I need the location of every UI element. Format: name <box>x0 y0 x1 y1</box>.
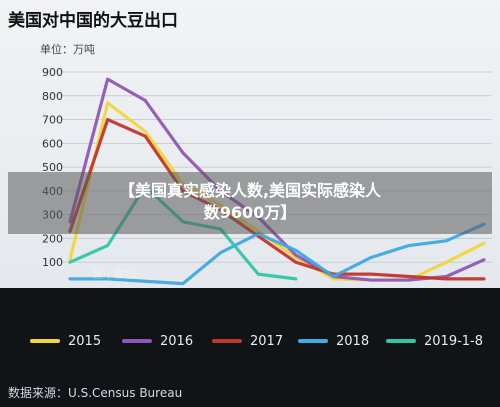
y-tick-label: 500 <box>42 161 63 174</box>
legend-label: 2018 <box>336 333 370 349</box>
legend-label: 2015 <box>68 333 102 349</box>
legend-swatch <box>386 339 416 343</box>
headline-overlay: 【美国真实感染人数,美国实际感染人 数9600万】 <box>8 172 492 234</box>
chart-title: 美国对中国的大豆出口 <box>8 11 178 31</box>
y-tick-label: 200 <box>42 232 63 245</box>
y-tick-label: 900 <box>42 66 63 79</box>
watermark: 第十数据 <box>92 268 136 281</box>
legend-swatch <box>122 339 152 343</box>
data-source-note: 数据来源：U.S.Census Bureau <box>8 386 183 400</box>
legend-label: 2017 <box>250 333 284 349</box>
overlay-line-2: 数9600万】 <box>203 203 297 222</box>
y-tick-label: 600 <box>42 137 63 150</box>
legend-item-2018: 2018 <box>298 330 369 352</box>
series-line-2018 <box>68 222 486 286</box>
legend-label: 2019-1-8 <box>424 333 484 349</box>
legend-item-2019: 2019-1-8 <box>386 330 483 352</box>
legend-label: 2016 <box>160 333 194 349</box>
overlay-line-1: 【美国真实感染人数,美国实际感染人 <box>118 181 382 200</box>
y-axis-unit-label: 单位：万吨 <box>40 43 95 56</box>
legend-item-2016: 2016 <box>122 330 193 352</box>
series-line-2017 <box>68 117 486 281</box>
chart-legend: 2015 2016 2017 2018 2019-1-8 <box>30 330 490 352</box>
legend-swatch <box>298 339 328 343</box>
legend-item-2017: 2017 <box>212 330 283 352</box>
legend-swatch <box>30 339 60 343</box>
legend-swatch <box>212 339 242 343</box>
y-tick-label: 800 <box>42 90 63 103</box>
legend-panel <box>0 288 500 407</box>
series-line-2016 <box>68 77 486 282</box>
y-tick-label: 700 <box>42 114 63 127</box>
y-tick-label: 100 <box>42 256 63 269</box>
legend-item-2015: 2015 <box>30 330 101 352</box>
